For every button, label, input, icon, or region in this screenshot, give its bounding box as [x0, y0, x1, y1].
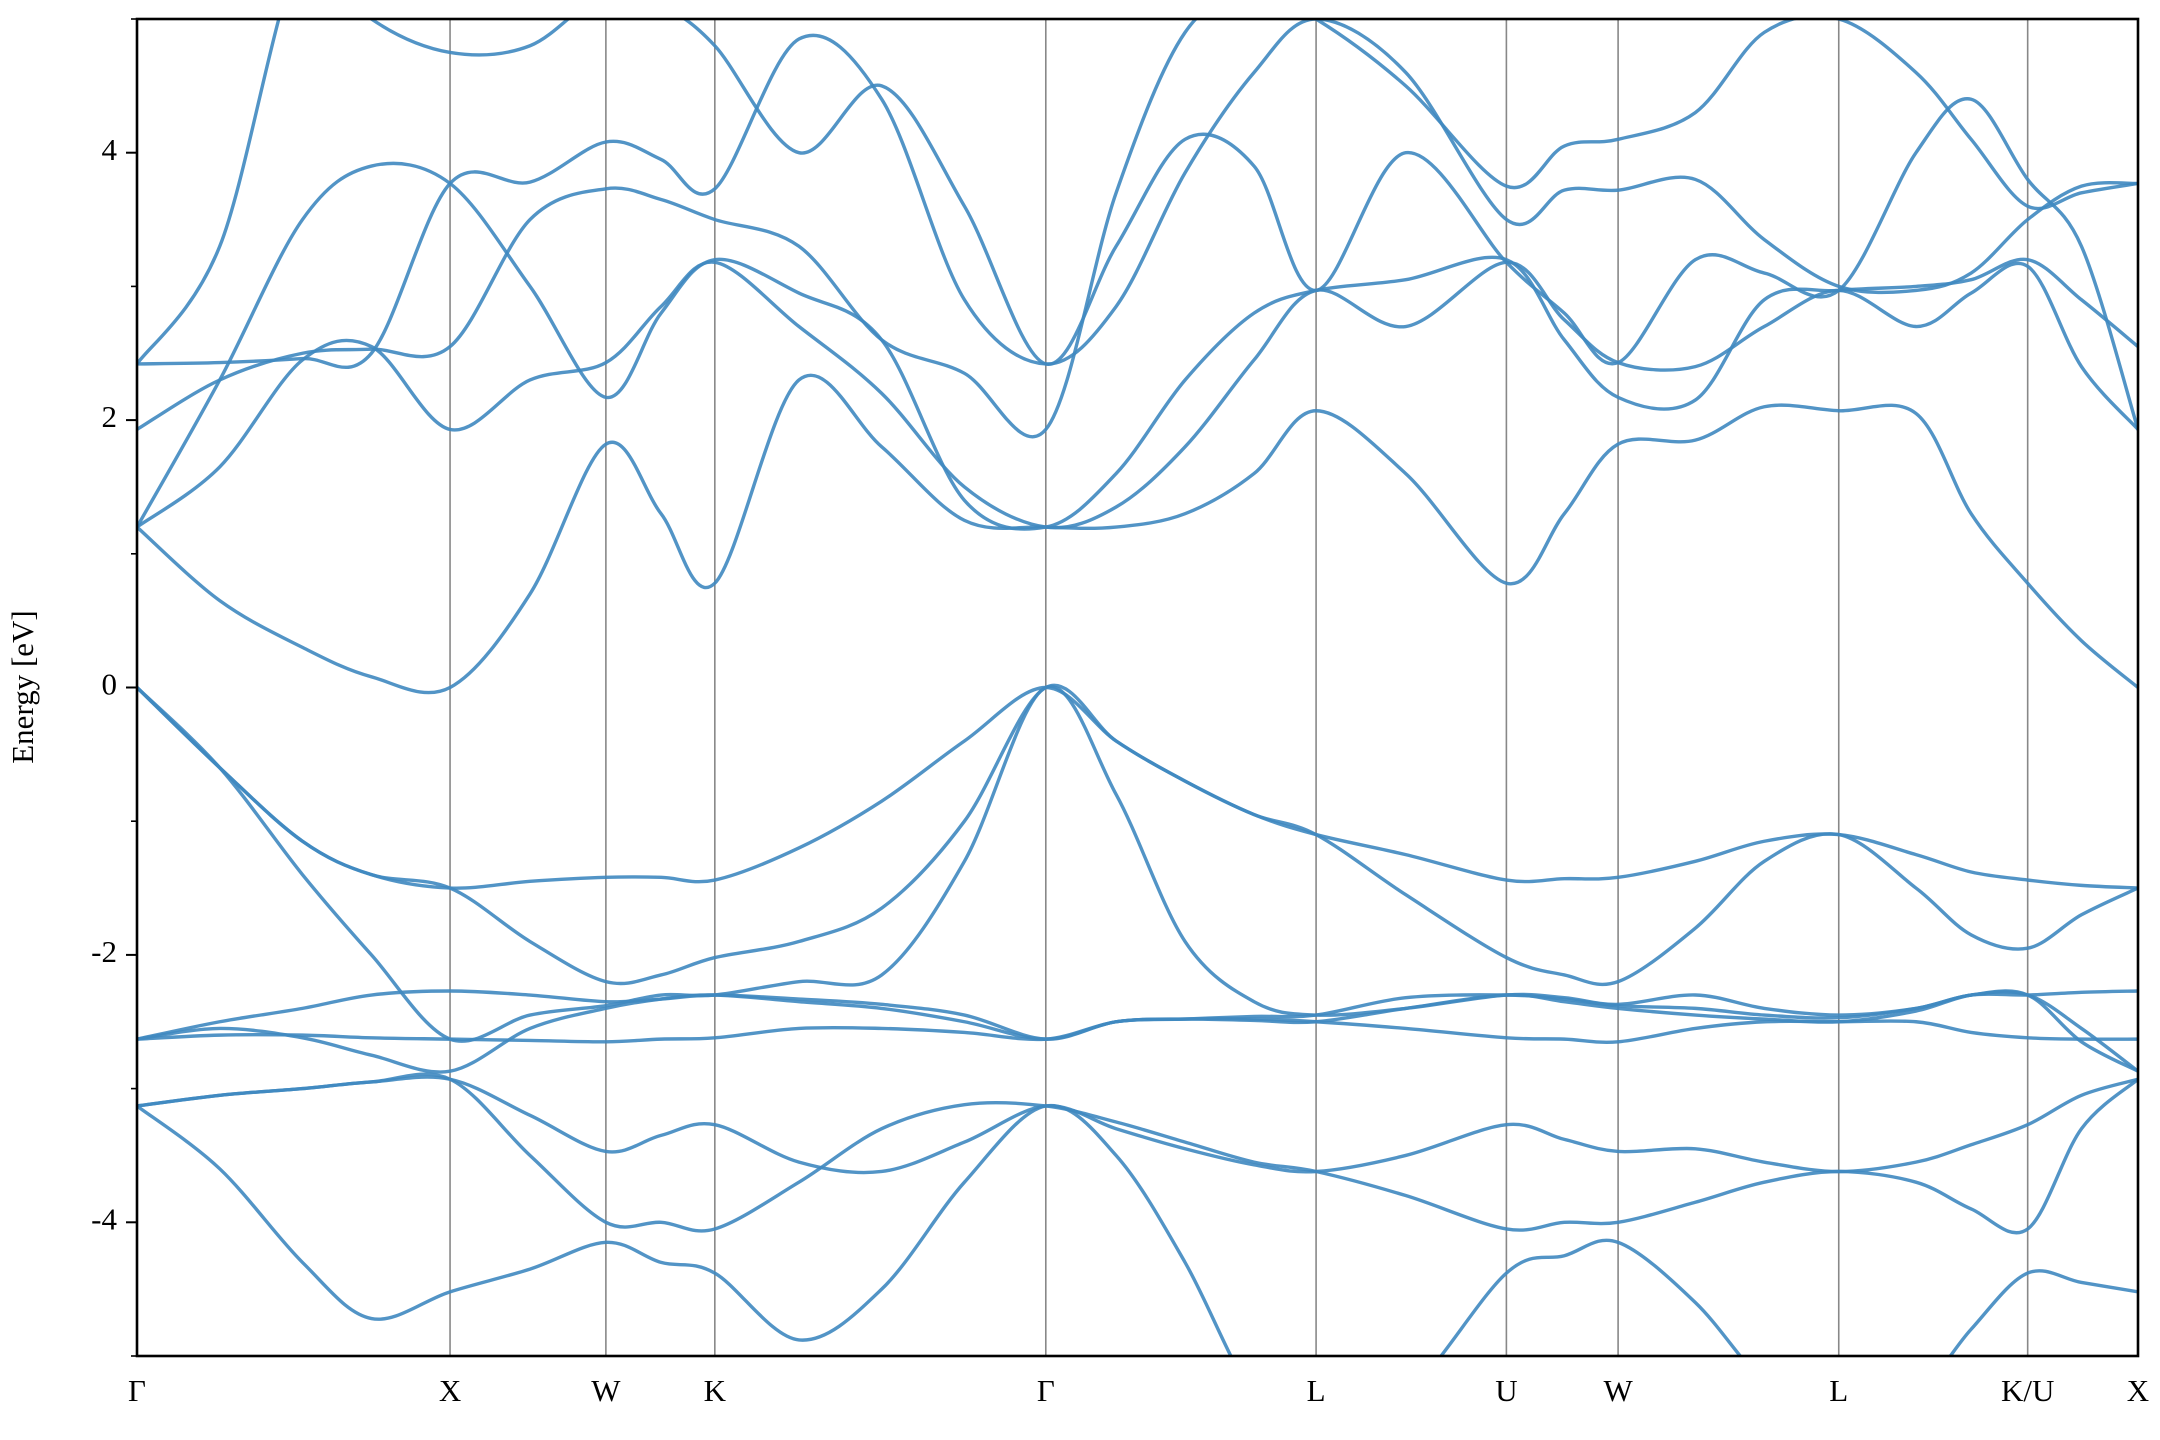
y-tick-label: 4 — [102, 132, 118, 167]
plot-frame — [135, 17, 2140, 1358]
band-line — [137, 260, 2138, 530]
y-tick-label: -4 — [91, 1201, 117, 1236]
x-tick-label: Γ — [128, 1373, 146, 1408]
band-line — [137, 373, 2138, 695]
y-tick-label: -2 — [91, 934, 117, 969]
band-line — [137, 1072, 2138, 1235]
x-tick-label: X — [2127, 1373, 2149, 1408]
band-line — [137, 684, 2138, 1073]
y-tick-label: 0 — [102, 667, 118, 702]
band-line — [137, 19, 2138, 432]
x-tick-label: K/U — [2001, 1373, 2054, 1408]
band-line — [137, 161, 2138, 531]
band-line — [137, 685, 2138, 890]
y-tick-label: 2 — [102, 399, 118, 434]
band-line — [137, 19, 2138, 369]
x-tick-label: U — [1495, 1373, 1517, 1408]
band-line — [137, 19, 2138, 439]
x-tick-label: X — [439, 1373, 461, 1408]
x-tick-label: K — [704, 1373, 727, 1408]
x-tick-label: L — [1829, 1373, 1848, 1408]
x-tick-label: W — [1603, 1373, 1633, 1408]
band-line — [137, 1075, 2138, 1175]
bands — [137, 19, 2138, 1356]
band-line — [137, 989, 2138, 1041]
band-line — [137, 1103, 2138, 1356]
x-tick-label: Γ — [1037, 1373, 1055, 1408]
x-tick-label: W — [591, 1373, 621, 1408]
y-axis-label: Energy [eV] — [5, 610, 40, 764]
x-tick-label: L — [1307, 1373, 1326, 1408]
